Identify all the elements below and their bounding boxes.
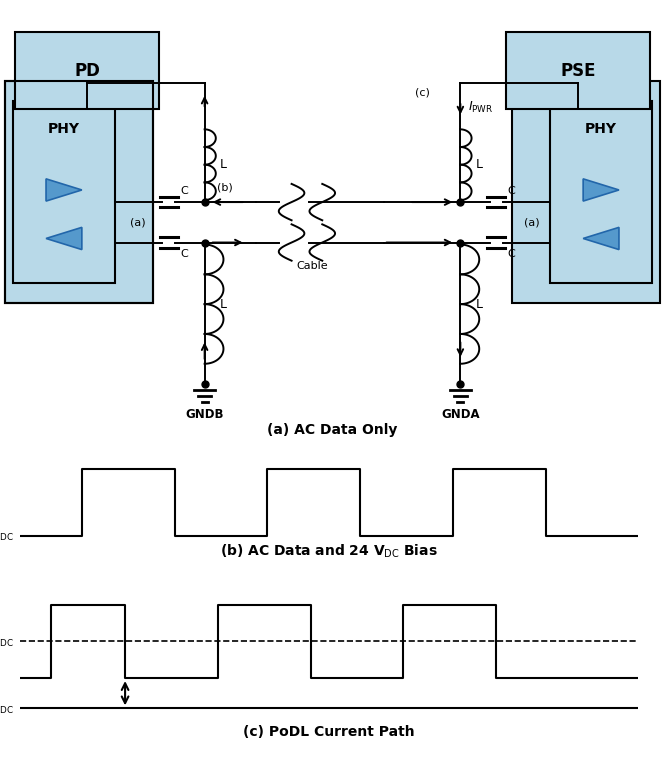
- Text: (a): (a): [130, 218, 146, 227]
- Text: C: C: [507, 249, 515, 259]
- Text: C: C: [180, 249, 188, 259]
- Polygon shape: [583, 227, 619, 250]
- Polygon shape: [583, 179, 619, 201]
- Bar: [15, 32, 158, 109]
- Bar: [507, 32, 650, 109]
- Text: L: L: [220, 298, 227, 310]
- Text: (c) PoDL Current Path: (c) PoDL Current Path: [243, 725, 415, 739]
- Text: Cable: Cable: [296, 261, 328, 271]
- Text: PHY: PHY: [585, 122, 617, 136]
- Text: PSE: PSE: [561, 62, 596, 80]
- Bar: [13, 101, 115, 283]
- Text: 24 V$_{\rm DC}$: 24 V$_{\rm DC}$: [0, 634, 14, 649]
- Text: GNDA: GNDA: [441, 408, 479, 421]
- Text: (b): (b): [217, 183, 233, 193]
- Text: GNDB: GNDB: [186, 408, 224, 421]
- Text: L: L: [475, 298, 483, 310]
- Bar: [511, 81, 660, 303]
- Text: 0 V$_{\rm DC}$: 0 V$_{\rm DC}$: [0, 528, 14, 544]
- Text: L: L: [475, 158, 483, 171]
- Text: PD: PD: [74, 62, 100, 80]
- Text: C: C: [180, 186, 188, 196]
- Text: C: C: [507, 186, 515, 196]
- Bar: [5, 81, 154, 303]
- Text: 0 V$_{\rm DC}$: 0 V$_{\rm DC}$: [0, 700, 14, 716]
- Text: (c): (c): [415, 88, 430, 98]
- Text: L: L: [220, 158, 227, 171]
- Text: (a) AC Data Only: (a) AC Data Only: [267, 424, 398, 438]
- Text: $\mathit{I}_{\mathrm{PWR}}$: $\mathit{I}_{\mathrm{PWR}}$: [468, 100, 493, 115]
- Bar: [550, 101, 652, 283]
- Polygon shape: [46, 227, 82, 250]
- Text: (a): (a): [524, 218, 540, 227]
- Polygon shape: [46, 179, 82, 201]
- Text: (b) AC Data and 24 V$_{\rm DC}$ Bias: (b) AC Data and 24 V$_{\rm DC}$ Bias: [220, 543, 438, 560]
- Bar: [5, 81, 154, 303]
- Text: PHY: PHY: [48, 122, 80, 136]
